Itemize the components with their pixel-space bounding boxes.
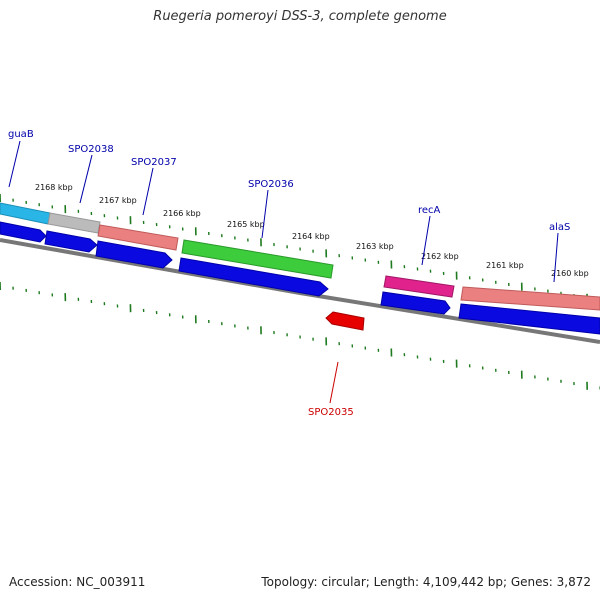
feature-guaB-block [0, 202, 51, 225]
cds-arrow [178, 257, 329, 297]
kbp-label: 2163 kbp [356, 242, 394, 251]
genome-summary-text: Topology: circular; Length: 4,109,442 bp… [261, 575, 591, 589]
gene-label-guaB: guaB [8, 129, 34, 140]
cds-arrow [95, 240, 173, 269]
kbp-label-group: 2168 kbp 2167 kbp 2166 kbp 2165 kbp 2164 kbp… [35, 183, 589, 278]
feature-SPO2038-block [47, 212, 101, 234]
accession-text: Accession: NC_003911 [9, 575, 146, 589]
gene-label-SPO2038: SPO2038 [68, 144, 114, 155]
cds-arrow [44, 230, 98, 253]
cds-ring [0, 221, 600, 335]
feature-SPO2037-block [97, 224, 179, 251]
kbp-label: 2165 kbp [227, 220, 265, 229]
gene-label-SPO2037: SPO2037 [131, 157, 177, 168]
inner-tick-ring [0, 193, 600, 302]
feature-SPO2036-block [181, 239, 334, 279]
feature-recA-block [383, 275, 455, 298]
map-title: Ruegeria pomeroyi DSS-3, complete genome [153, 9, 447, 24]
cds-arrow [0, 221, 47, 243]
kbp-label: 2167 kbp [99, 196, 137, 205]
gene-label-group: guaB SPO2038 SPO2037 SPO2036 recA alaS S… [8, 129, 570, 418]
gene-label-SPO2036: SPO2036 [248, 179, 294, 190]
kbp-label: 2162 kbp [421, 252, 459, 261]
kbp-label: 2160 kbp [551, 269, 589, 278]
cds-arrow-SPO2035 [325, 311, 365, 331]
gene-label-recA: recA [418, 205, 441, 216]
gene-label-alaS: alaS [549, 222, 570, 233]
gene-label-SPO2035: SPO2035 [308, 407, 354, 418]
outer-tick-ring [0, 281, 600, 390]
cds-arrow [380, 291, 451, 315]
kbp-label: 2168 kbp [35, 183, 73, 192]
cds-arrow [458, 303, 600, 335]
feature-ring [0, 202, 600, 311]
kbp-label: 2161 kbp [486, 261, 524, 270]
kbp-label: 2166 kbp [163, 209, 201, 218]
label-callouts [8, 140, 559, 404]
feature-alaS-block [460, 286, 600, 311]
kbp-label: 2164 kbp [292, 232, 330, 241]
